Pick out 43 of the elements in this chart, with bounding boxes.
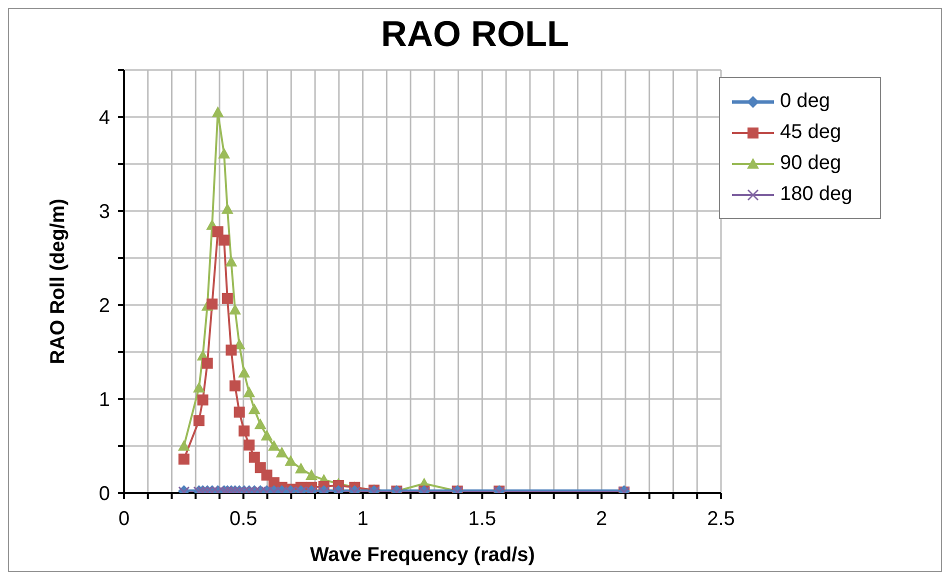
point bbox=[202, 358, 213, 369]
x-tick-label: 0.5 bbox=[229, 508, 258, 530]
point bbox=[221, 203, 234, 214]
y-tick-label: 2 bbox=[98, 295, 110, 318]
point bbox=[178, 440, 190, 451]
point bbox=[268, 440, 280, 451]
point bbox=[225, 256, 238, 267]
point bbox=[260, 430, 273, 440]
x-axis-title: Wave Frequency (rad/s) bbox=[310, 544, 535, 566]
chart-title: RAO ROLL bbox=[380, 13, 570, 55]
point bbox=[193, 415, 204, 426]
point bbox=[276, 446, 288, 458]
point bbox=[226, 344, 237, 356]
legend-label: 0 deg bbox=[780, 90, 830, 113]
x-tick-label: 1 bbox=[357, 508, 368, 530]
x-tick-label: 0 bbox=[118, 508, 130, 530]
x-tick-label: 2.5 bbox=[707, 508, 735, 530]
point bbox=[248, 403, 260, 414]
legend-label: 45 deg bbox=[780, 121, 842, 144]
point bbox=[230, 380, 241, 392]
point bbox=[284, 455, 297, 466]
point bbox=[234, 406, 245, 418]
point bbox=[305, 469, 318, 480]
point bbox=[197, 394, 208, 406]
x-tick-label: 1.5 bbox=[468, 508, 496, 530]
point bbox=[294, 462, 307, 474]
y-tick-label: 0 bbox=[98, 483, 110, 506]
y-axis-title: RAO Roll (deg/m) bbox=[47, 198, 70, 364]
point bbox=[206, 298, 218, 310]
point bbox=[238, 425, 250, 436]
point bbox=[254, 418, 266, 430]
x-tick-label: 2 bbox=[596, 508, 608, 530]
point bbox=[243, 386, 256, 398]
y-tick-label: 1 bbox=[98, 389, 110, 412]
point bbox=[192, 382, 205, 393]
y-tick-label: 4 bbox=[98, 107, 110, 130]
point bbox=[218, 234, 230, 246]
legend-label: 180 deg bbox=[780, 183, 852, 206]
y-tick-label: 3 bbox=[98, 201, 110, 224]
point bbox=[222, 292, 233, 304]
point bbox=[238, 366, 250, 378]
legend-label: 90 deg bbox=[780, 152, 842, 175]
point bbox=[229, 304, 242, 314]
